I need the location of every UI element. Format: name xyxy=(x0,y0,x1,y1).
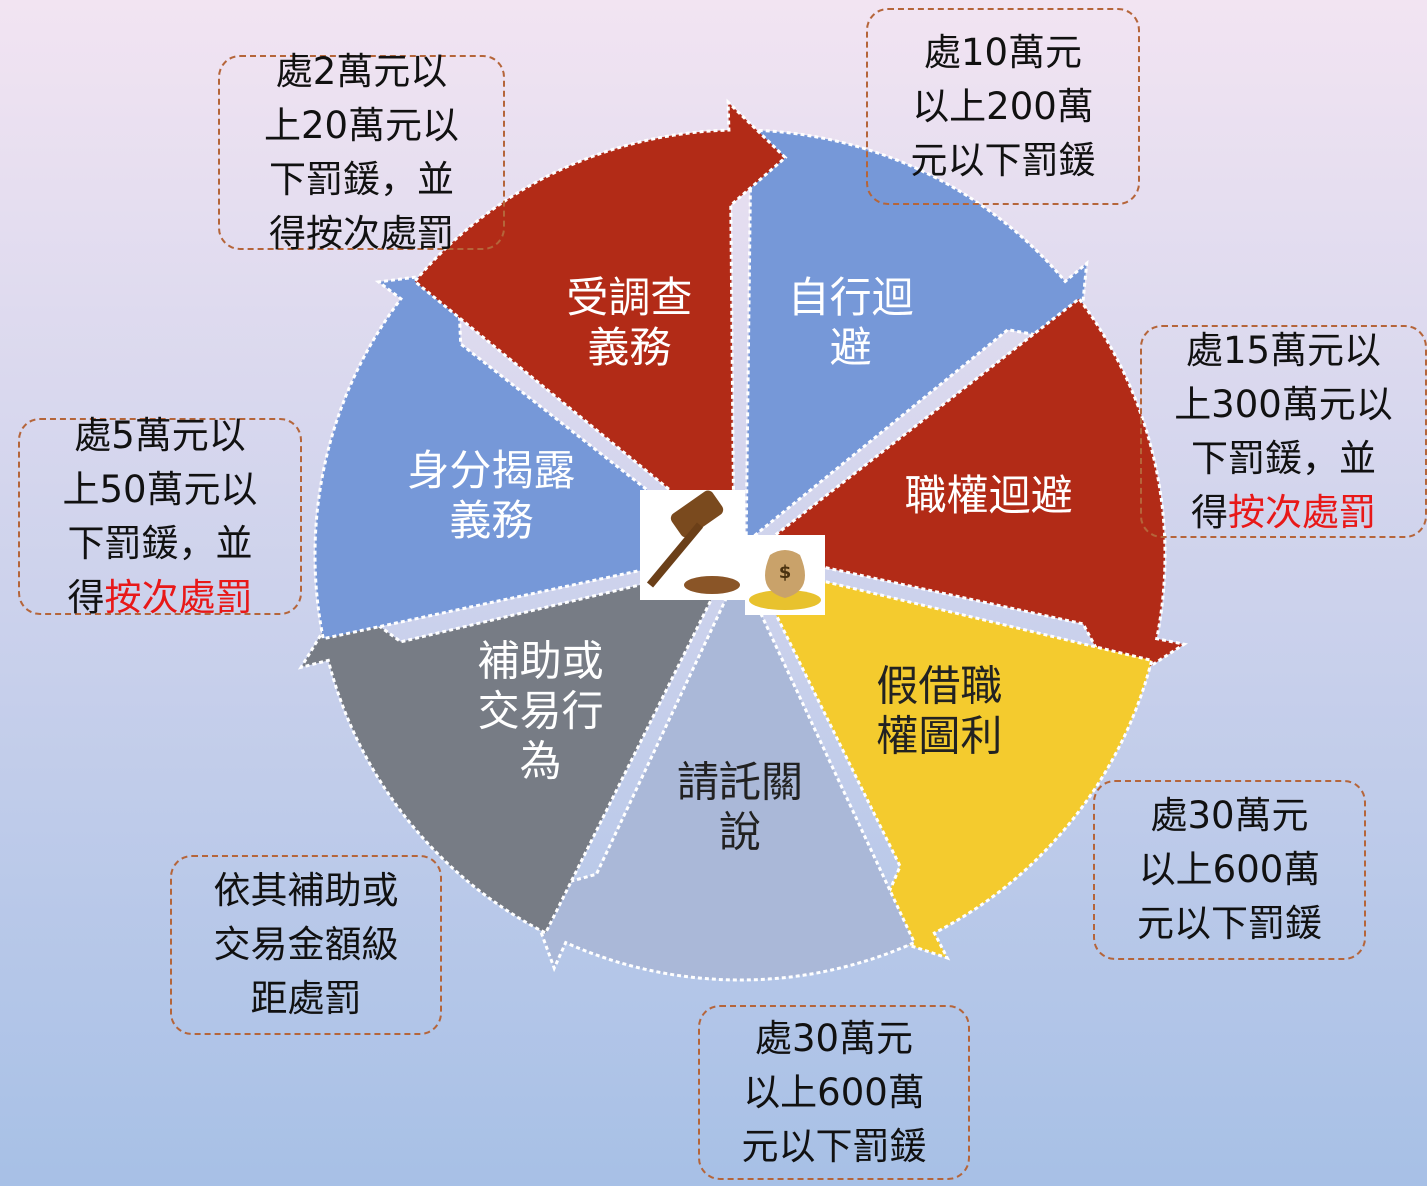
penalty-text: 處15萬元以 xyxy=(1185,328,1382,372)
penalty-line: 處5萬元以 xyxy=(74,409,246,463)
penalty-line: 下罰鍰，並 xyxy=(68,517,253,571)
penalty-text: 以上200萬 xyxy=(912,84,1094,128)
segment-label: 避 xyxy=(830,323,872,372)
penalty-line: 以上600萬 xyxy=(1139,843,1321,897)
segment-label: 為 xyxy=(520,736,562,785)
penalty-line: 下罰鍰，並 xyxy=(269,153,454,207)
segment-label: 職權迴避 xyxy=(905,471,1073,520)
penalty-line: 元以下罰鍰 xyxy=(742,1120,927,1174)
segment-label: 身分揭露 xyxy=(407,446,575,495)
segment xyxy=(750,296,1188,690)
penalty-text: 上20萬元以 xyxy=(263,103,460,147)
penalty-line: 得按次處罰 xyxy=(68,571,253,625)
penalty-line: 上20萬元以 xyxy=(264,99,459,153)
penalty-line: 處15萬元以 xyxy=(1186,324,1381,378)
segment xyxy=(748,561,1154,961)
penalty-text: 以上600萬 xyxy=(743,1070,925,1114)
penalty-text: 依其補助或 xyxy=(213,869,399,912)
penalty-text: 元以下罰鍰 xyxy=(741,1124,927,1168)
segment xyxy=(297,561,732,936)
penalty-line: 交易金額級 xyxy=(214,918,399,972)
penalty-line: 處30萬元 xyxy=(1150,789,1308,843)
segment xyxy=(313,270,730,641)
segment xyxy=(524,565,917,982)
segment-label: 說 xyxy=(719,808,761,857)
penalty-text: 下罰鍰，並 xyxy=(269,157,454,201)
penalty-box: 處5萬元以上50萬元以 下罰鍰，並得按次處罰 xyxy=(18,414,302,619)
penalty-text: 得 xyxy=(67,575,105,619)
penalty-emphasis: 按次處罰 xyxy=(1228,490,1376,534)
coins xyxy=(749,590,821,610)
penalty-box: 依其補助或交易金額級距處罰 xyxy=(170,855,442,1035)
penalty-text: 處5萬元以 xyxy=(74,413,246,457)
penalty-line: 以上200萬 xyxy=(912,80,1094,134)
penalty-line: 處10萬元 xyxy=(924,26,1082,80)
penalty-box: 處10萬元以上200萬 元以下罰鍰 xyxy=(866,8,1140,205)
money-sign: $ xyxy=(779,562,792,583)
penalty-text: 處30萬元 xyxy=(1150,794,1309,837)
segment-label: 假借職 xyxy=(876,661,1002,710)
penalty-text: 下罰鍰，並 xyxy=(1191,436,1376,480)
penalty-text: 元以下罰鍰 xyxy=(910,138,1096,182)
segment-label: 交易行 xyxy=(478,686,604,735)
penalty-box: 處30萬元以上600萬 元以下罰鍰 xyxy=(1093,780,1366,960)
penalty-text: 處2萬元以 xyxy=(275,49,448,93)
penalty-text: 處10萬元 xyxy=(923,30,1083,74)
penalty-text: 交易金額級 xyxy=(213,923,399,966)
segment xyxy=(744,128,1089,546)
segment-label: 受調查 xyxy=(566,273,692,322)
penalty-line: 以上600萬 xyxy=(743,1066,925,1120)
penalty-line: 下罰鍰，並 xyxy=(1191,432,1376,486)
penalty-text: 距處罰 xyxy=(250,977,362,1020)
penalty-line: 距處罰 xyxy=(251,972,362,1026)
penalty-line: 上50萬元以 xyxy=(62,463,257,517)
penalty-box: 處15萬元以 上300萬元以 下罰鍰，並得按次處罰 xyxy=(1140,325,1427,538)
gavel-base xyxy=(684,576,740,594)
penalty-line: 得按次處罰 xyxy=(269,207,454,261)
penalty-text: 元以下罰鍰 xyxy=(1137,902,1322,945)
penalty-emphasis: 按次處罰 xyxy=(104,575,253,619)
segment-label: 自行迴 xyxy=(788,273,914,322)
wedges xyxy=(297,98,1188,982)
segment-label: 補助或 xyxy=(478,636,604,685)
penalty-line: 處2萬元以 xyxy=(276,45,448,99)
penalty-text: 下罰鍰，並 xyxy=(67,521,253,565)
center-icons: $ xyxy=(640,490,825,615)
penalty-line: 依其補助或 xyxy=(214,864,399,918)
penalty-text: 處30萬元 xyxy=(754,1016,914,1060)
penalty-box: 處2萬元以上20萬元以 下罰鍰，並得按次處罰 xyxy=(218,50,505,255)
penalty-text: 以上600萬 xyxy=(1138,848,1321,891)
penalty-box: 處30萬元以上600萬 元以下罰鍰 xyxy=(698,1005,970,1180)
segment-label: 請託關 xyxy=(677,758,803,807)
gavel-handle xyxy=(646,522,704,588)
segment-label: 權圖利 xyxy=(876,711,1002,760)
penalty-line: 元以下罰鍰 xyxy=(911,134,1096,188)
penalty-text: 得 xyxy=(1191,490,1228,534)
penalty-text: 上50萬元以 xyxy=(62,467,258,511)
penalty-line: 得按次處罰 xyxy=(1191,486,1376,540)
penalty-line: 元以下罰鍰 xyxy=(1137,897,1322,951)
gavel-head xyxy=(670,490,724,538)
penalty-line: 上300萬元以 xyxy=(1174,378,1393,432)
segment-label: 義務 xyxy=(449,496,533,545)
segment-label: 義務 xyxy=(587,323,671,372)
penalty-text: 得按次處罰 xyxy=(269,211,454,255)
money-bag xyxy=(765,550,805,598)
penalty-text: 上300萬元以 xyxy=(1174,382,1393,426)
penalty-line: 處30萬元 xyxy=(755,1012,913,1066)
